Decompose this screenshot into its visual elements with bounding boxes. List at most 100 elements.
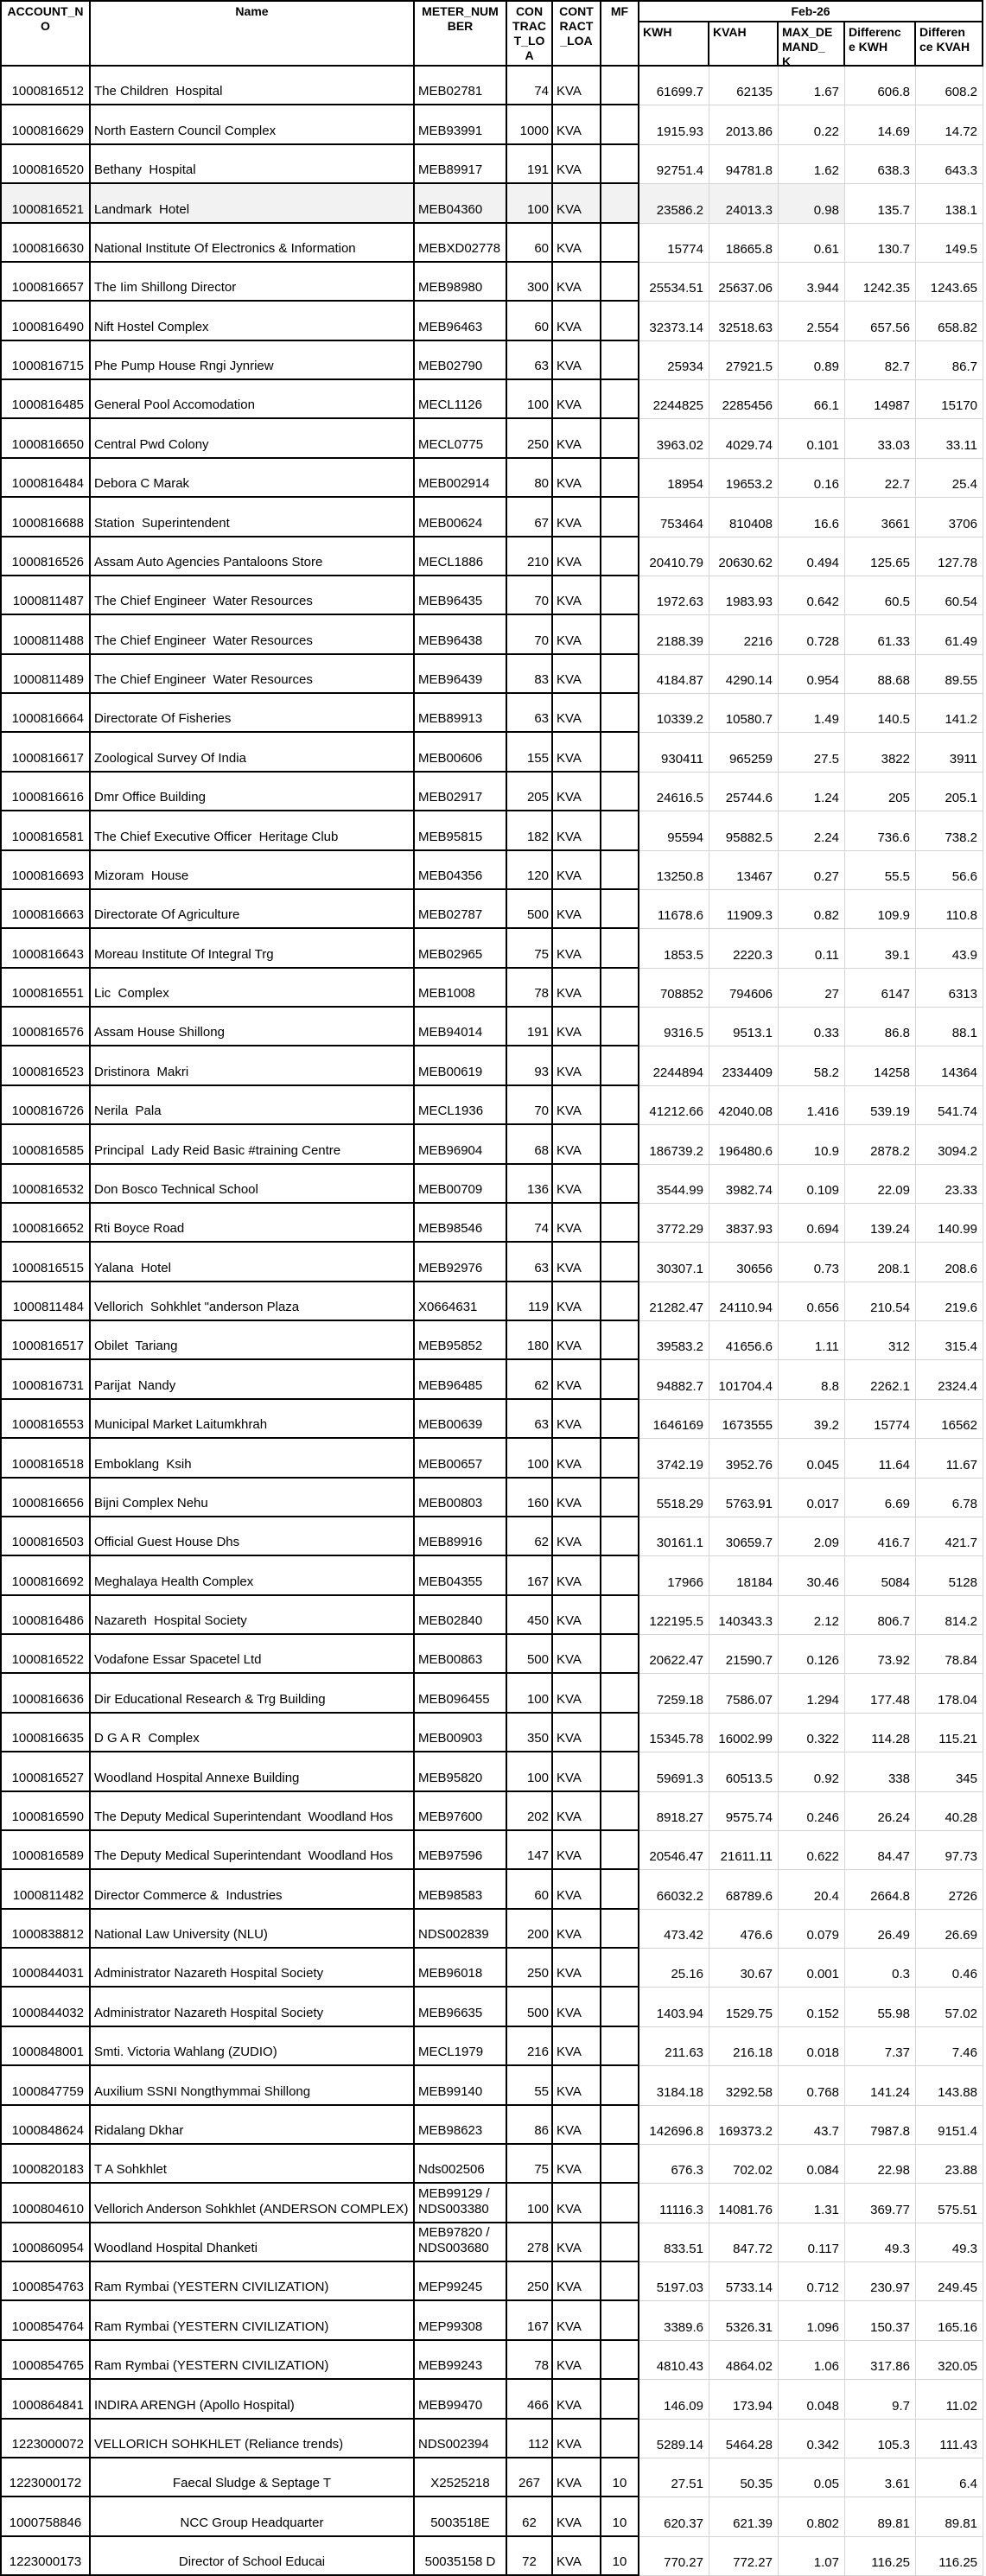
cell-difference-kwh[interactable]: 125.65: [845, 537, 916, 576]
cell-kwh[interactable]: 2244894: [639, 1046, 709, 1086]
cell-account[interactable]: 1000816663: [0, 889, 91, 930]
cell-account[interactable]: 1000816643: [0, 929, 91, 969]
cell-contract-load[interactable]: 100: [507, 1752, 553, 1792]
cell-kwh[interactable]: 11678.6: [639, 889, 709, 930]
cell-contract-load[interactable]: 55: [507, 2066, 553, 2106]
cell-kwh[interactable]: 30307.1: [639, 1243, 709, 1282]
cell-max-demand[interactable]: 43.7: [779, 2105, 845, 2145]
cell-kwh[interactable]: 3742.19: [639, 1439, 709, 1479]
cell-account[interactable]: 1000816688: [0, 498, 91, 537]
cell-meter-number[interactable]: MEB95815: [415, 811, 507, 851]
cell-contract-load[interactable]: 500: [507, 1635, 553, 1675]
cell-difference-kwh[interactable]: 638.3: [845, 144, 916, 185]
cell-kwh[interactable]: 753464: [639, 498, 709, 537]
cell-name[interactable]: Debora C Marak: [91, 458, 415, 499]
cell-max-demand[interactable]: 2.12: [779, 1595, 845, 1635]
cell-name[interactable]: Zoological Survey Of India: [91, 733, 415, 773]
cell-meter-number[interactable]: MEB98583: [415, 1870, 507, 1910]
cell-difference-kwh[interactable]: 3.61: [845, 2458, 916, 2498]
cell-contract-load-unit[interactable]: KVA: [553, 733, 601, 773]
cell-account[interactable]: 1000848624: [0, 2105, 91, 2145]
cell-kvah[interactable]: 27921.5: [709, 340, 779, 380]
cell-account[interactable]: 1000816635: [0, 1713, 91, 1753]
cell-name[interactable]: Bethany Hospital: [91, 144, 415, 185]
cell-difference-kwh[interactable]: 177.48: [845, 1674, 916, 1714]
cell-max-demand[interactable]: 1.49: [779, 694, 845, 734]
cell-difference-kvah[interactable]: 6313: [916, 968, 983, 1008]
cell-mf[interactable]: [601, 1164, 639, 1204]
cell-difference-kwh[interactable]: 7.37: [845, 2026, 916, 2067]
cell-meter-number[interactable]: MEB02840: [415, 1595, 507, 1635]
cell-name[interactable]: Woodland Hospital Annexe Building: [91, 1752, 415, 1792]
cell-mf[interactable]: [601, 1517, 639, 1557]
cell-max-demand[interactable]: 0.89: [779, 340, 845, 380]
cell-difference-kvah[interactable]: 14364: [916, 1046, 983, 1086]
cell-difference-kvah[interactable]: 658.82: [916, 302, 983, 341]
cell-max-demand[interactable]: 0.001: [779, 1949, 845, 1988]
cell-difference-kvah[interactable]: 127.78: [916, 537, 983, 576]
cell-name[interactable]: Assam Auto Agencies Pantaloons Store: [91, 537, 415, 576]
cell-name[interactable]: North Eastern Council Complex: [91, 105, 415, 145]
cell-meter-number[interactable]: MEB99470: [415, 2380, 507, 2420]
cell-difference-kwh[interactable]: 130.7: [845, 223, 916, 263]
cell-difference-kwh[interactable]: 73.92: [845, 1635, 916, 1675]
cell-contract-load-unit[interactable]: KVA: [553, 1595, 601, 1635]
cell-kwh[interactable]: 122195.5: [639, 1595, 709, 1635]
cell-kwh[interactable]: 13250.8: [639, 850, 709, 890]
cell-contract-load-unit[interactable]: KVA: [553, 2223, 601, 2262]
cell-max-demand[interactable]: 16.6: [779, 498, 845, 537]
cell-mf[interactable]: [601, 1125, 639, 1165]
cell-account[interactable]: 1000816526: [0, 537, 91, 576]
cell-account[interactable]: 1000816629: [0, 105, 91, 145]
cell-mf[interactable]: [601, 1399, 639, 1440]
cell-contract-load[interactable]: 155: [507, 733, 553, 773]
cell-meter-number[interactable]: MEB04356: [415, 850, 507, 890]
cell-account[interactable]: 1000847759: [0, 2066, 91, 2106]
cell-kvah[interactable]: 4864.02: [709, 2340, 779, 2381]
cell-kwh[interactable]: 66032.2: [639, 1870, 709, 1910]
cell-account[interactable]: 1223000173: [0, 2536, 91, 2576]
cell-contract-load[interactable]: 100: [507, 184, 553, 224]
cell-kwh[interactable]: 30161.1: [639, 1517, 709, 1557]
cell-meter-number[interactable]: MEB96435: [415, 576, 507, 616]
cell-max-demand[interactable]: 3.944: [779, 262, 845, 302]
cell-max-demand[interactable]: 20.4: [779, 1870, 845, 1910]
cell-difference-kwh[interactable]: 109.9: [845, 889, 916, 930]
cell-kwh[interactable]: 61699.7: [639, 67, 709, 106]
cell-difference-kwh[interactable]: 86.8: [845, 1008, 916, 1047]
col-header-kwh[interactable]: KWH: [639, 22, 709, 67]
cell-account[interactable]: 1000816522: [0, 1635, 91, 1675]
cell-max-demand[interactable]: 2.24: [779, 811, 845, 851]
cell-kwh[interactable]: 5289.14: [639, 2419, 709, 2458]
cell-mf[interactable]: [601, 2184, 639, 2223]
cell-mf[interactable]: [601, 1360, 639, 1400]
cell-kwh[interactable]: 95594: [639, 811, 709, 851]
cell-kwh[interactable]: 92751.4: [639, 144, 709, 185]
cell-contract-load[interactable]: 250: [507, 1949, 553, 1988]
cell-mf[interactable]: [601, 1713, 639, 1753]
cell-max-demand[interactable]: 1.67: [779, 67, 845, 106]
cell-difference-kwh[interactable]: 22.7: [845, 458, 916, 499]
cell-contract-load[interactable]: 60: [507, 1870, 553, 1910]
cell-meter-number[interactable]: MEB02965: [415, 929, 507, 969]
cell-contract-load-unit[interactable]: KVA: [553, 498, 601, 537]
cell-max-demand[interactable]: 0.048: [779, 2380, 845, 2420]
cell-contract-load-unit[interactable]: KVA: [553, 1046, 601, 1086]
cell-name[interactable]: Central Pwd Colony: [91, 419, 415, 459]
cell-difference-kwh[interactable]: 416.7: [845, 1517, 916, 1557]
cell-difference-kwh[interactable]: 210.54: [845, 1282, 916, 1321]
cell-difference-kwh[interactable]: 22.98: [845, 2144, 916, 2185]
cell-account[interactable]: 1000811484: [0, 1282, 91, 1321]
cell-max-demand[interactable]: 0.712: [779, 2262, 845, 2302]
cell-name[interactable]: Vellorich Anderson Sohkhlet (ANDERSON CO…: [91, 2184, 415, 2223]
cell-difference-kvah[interactable]: 86.7: [916, 340, 983, 380]
cell-kwh[interactable]: 1853.5: [639, 929, 709, 969]
cell-kwh[interactable]: 20410.79: [639, 537, 709, 576]
cell-meter-number[interactable]: MEB95852: [415, 1321, 507, 1361]
cell-mf[interactable]: [601, 144, 639, 185]
cell-contract-load[interactable]: 100: [507, 1439, 553, 1479]
cell-kwh[interactable]: 2244825: [639, 380, 709, 420]
cell-difference-kwh[interactable]: 2262.1: [845, 1360, 916, 1400]
cell-mf[interactable]: 10: [601, 2497, 639, 2537]
cell-contract-load[interactable]: 250: [507, 419, 553, 459]
